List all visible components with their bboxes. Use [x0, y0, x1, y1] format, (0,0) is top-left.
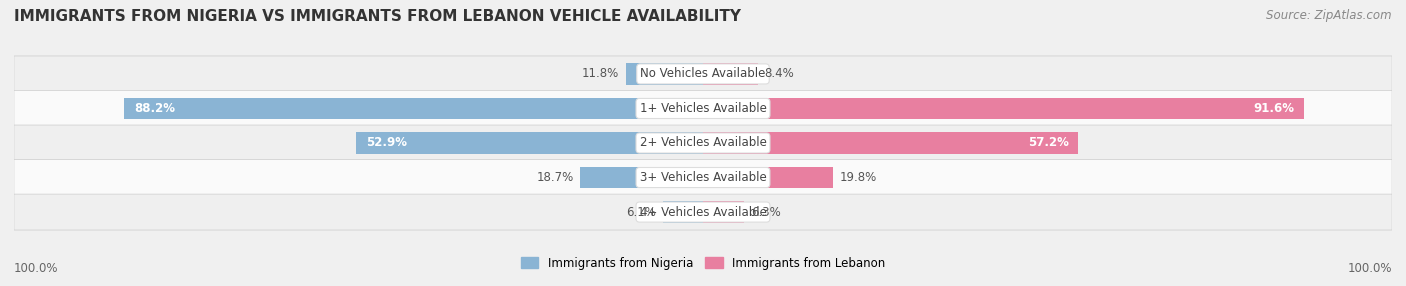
Text: Source: ZipAtlas.com: Source: ZipAtlas.com — [1267, 9, 1392, 21]
FancyBboxPatch shape — [14, 194, 1392, 230]
Text: 57.2%: 57.2% — [1028, 136, 1069, 150]
FancyBboxPatch shape — [14, 160, 1392, 196]
Text: 19.8%: 19.8% — [839, 171, 877, 184]
Bar — [703, 63, 758, 85]
FancyBboxPatch shape — [14, 90, 1392, 126]
Text: 8.4%: 8.4% — [765, 67, 794, 80]
Text: 11.8%: 11.8% — [582, 67, 619, 80]
Text: IMMIGRANTS FROM NIGERIA VS IMMIGRANTS FROM LEBANON VEHICLE AVAILABILITY: IMMIGRANTS FROM NIGERIA VS IMMIGRANTS FR… — [14, 9, 741, 23]
Text: 100.0%: 100.0% — [14, 262, 59, 275]
Text: 4+ Vehicles Available: 4+ Vehicles Available — [640, 206, 766, 219]
Bar — [664, 201, 703, 223]
Bar — [703, 98, 1303, 119]
Text: 100.0%: 100.0% — [1347, 262, 1392, 275]
Text: No Vehicles Available: No Vehicles Available — [640, 67, 766, 80]
Bar — [703, 201, 744, 223]
Bar — [581, 167, 703, 188]
Bar — [703, 132, 1078, 154]
Text: 91.6%: 91.6% — [1253, 102, 1294, 115]
Text: 2+ Vehicles Available: 2+ Vehicles Available — [640, 136, 766, 150]
FancyBboxPatch shape — [14, 56, 1392, 92]
Text: 6.1%: 6.1% — [627, 206, 657, 219]
Text: 1+ Vehicles Available: 1+ Vehicles Available — [640, 102, 766, 115]
Legend: Immigrants from Nigeria, Immigrants from Lebanon: Immigrants from Nigeria, Immigrants from… — [516, 252, 890, 274]
Bar — [626, 63, 703, 85]
Text: 18.7%: 18.7% — [537, 171, 574, 184]
Bar — [356, 132, 703, 154]
Bar — [124, 98, 703, 119]
FancyBboxPatch shape — [14, 125, 1392, 161]
Text: 52.9%: 52.9% — [366, 136, 406, 150]
Text: 6.3%: 6.3% — [751, 206, 780, 219]
Text: 88.2%: 88.2% — [134, 102, 176, 115]
Bar — [703, 167, 832, 188]
Text: 3+ Vehicles Available: 3+ Vehicles Available — [640, 171, 766, 184]
